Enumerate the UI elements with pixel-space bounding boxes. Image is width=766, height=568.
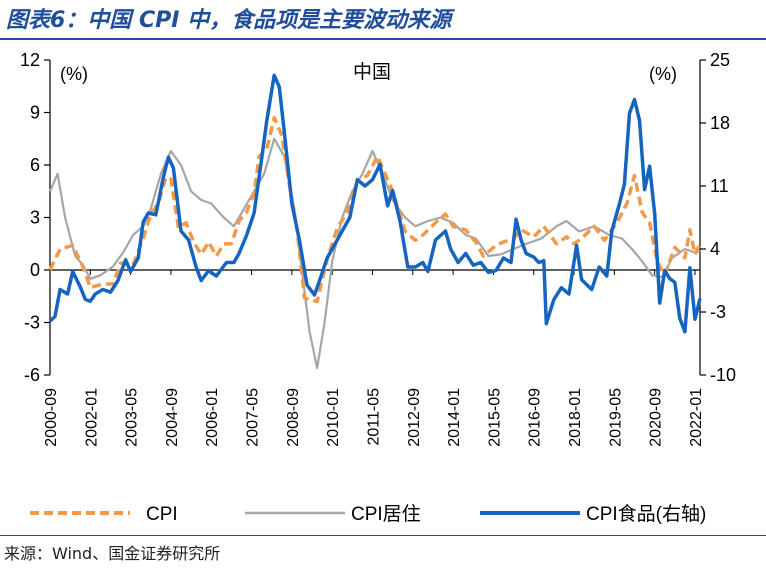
series-line-0 <box>48 116 702 304</box>
right-tick-label: -10 <box>710 365 736 385</box>
title-rule <box>0 38 766 40</box>
left-tick-label: 9 <box>30 103 40 123</box>
right-tick-label: -3 <box>710 302 726 322</box>
x-tick-label: 2016-09 <box>527 388 544 447</box>
left-tick-label: 0 <box>30 260 40 280</box>
right-tick-label: 25 <box>710 50 730 70</box>
series-lines <box>48 73 702 370</box>
x-tick-label: 2010-01 <box>325 388 342 447</box>
left-tick-label: -6 <box>24 365 40 385</box>
x-tick-label: 2014-01 <box>446 388 463 447</box>
right-axis-ticks: -10 -3 4 11 18 25 <box>700 50 736 385</box>
x-tick-label: 2019-05 <box>607 388 624 447</box>
right-tick-label: 11 <box>710 176 729 196</box>
x-tick-label: 2007-05 <box>245 388 262 447</box>
x-tick-label: 2000-09 <box>43 388 60 447</box>
chart-title: 中国 <box>353 61 391 83</box>
x-tick-label: 2004-09 <box>164 388 181 447</box>
left-unit: (%) <box>60 64 88 84</box>
x-tick-label: 2018-01 <box>567 388 584 447</box>
x-tick-label: 2006-01 <box>204 388 221 447</box>
left-tick-label: 6 <box>30 155 40 175</box>
source-rule <box>0 535 766 536</box>
figure-title: 图表6：中国 CPI 中，食品项是主要波动来源 <box>6 8 452 33</box>
series-line-2 <box>48 73 702 334</box>
x-tick-label: 2022-01 <box>688 388 705 447</box>
legend-label-2: CPI食品(右轴) <box>586 503 706 525</box>
left-tick-label: 12 <box>20 50 40 70</box>
x-tick-label: 2015-05 <box>486 388 503 447</box>
legend-label-0: CPI <box>146 504 178 525</box>
right-tick-label: 4 <box>710 239 720 259</box>
x-tick-label: 2012-09 <box>406 388 423 447</box>
x-tick-label: 2002-01 <box>83 388 100 447</box>
right-unit: (%) <box>649 64 677 84</box>
x-tick-label: 2008-09 <box>285 388 302 447</box>
legend-label-1: CPI居住 <box>351 503 421 525</box>
left-tick-label: -3 <box>24 313 40 333</box>
x-axis-ticks: 2000-09 2002-01 2003-05 2004-09 2006-01 2007-… <box>43 270 705 447</box>
source-note: 来源：Wind、国金证券研究所 <box>4 544 221 563</box>
legend: CPI CPI居住 CPI食品(右轴) <box>30 503 706 525</box>
left-axis-ticks: -6 -3 0 3 6 9 12 <box>20 50 50 385</box>
x-tick-label: 2003-05 <box>124 388 141 447</box>
right-tick-label: 18 <box>710 113 730 133</box>
x-tick-label: 2011-05 <box>365 388 382 446</box>
x-tick-label: 2020-09 <box>648 388 665 447</box>
left-tick-label: 3 <box>30 208 40 228</box>
